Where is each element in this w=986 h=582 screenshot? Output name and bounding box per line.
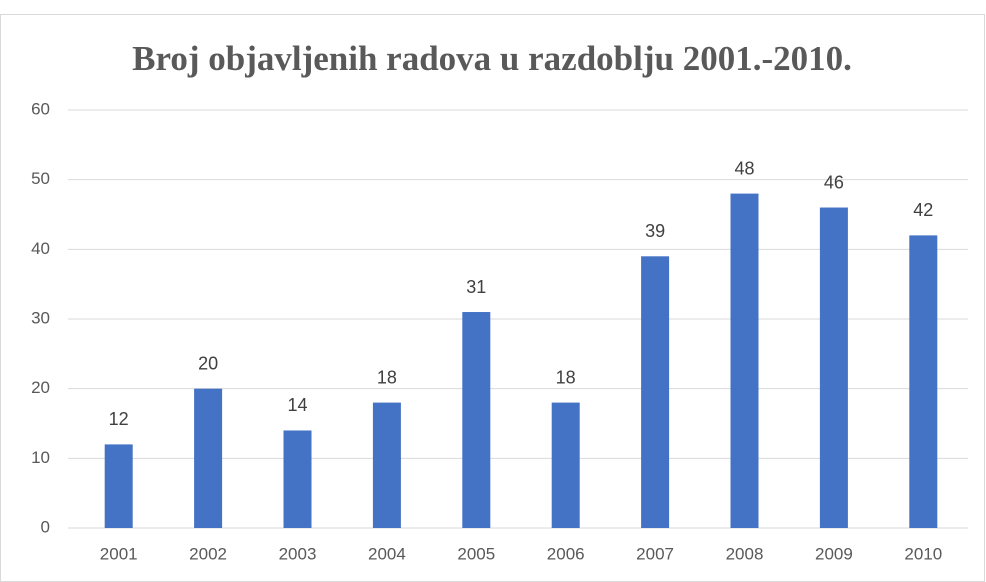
data-label: 18 [377, 367, 397, 387]
bar [104, 444, 133, 528]
x-tick-label: 2003 [279, 544, 317, 563]
bar [462, 312, 491, 528]
x-tick-label: 2008 [726, 544, 764, 563]
x-tick-label: 2009 [815, 544, 853, 563]
bar [194, 388, 223, 528]
x-tick-label: 2006 [547, 544, 585, 563]
data-label: 46 [824, 172, 844, 192]
data-label: 31 [466, 277, 486, 297]
x-tick-label: 2010 [904, 544, 942, 563]
x-tick-label: 2001 [100, 544, 138, 563]
data-label: 14 [287, 395, 307, 415]
bar [819, 207, 848, 529]
data-label: 42 [913, 200, 933, 220]
y-tick-label: 40 [31, 239, 50, 258]
data-label: 18 [556, 367, 576, 387]
bar [283, 430, 312, 528]
y-tick-label: 20 [31, 378, 50, 397]
data-label: 48 [734, 158, 754, 178]
y-tick-label: 30 [31, 308, 50, 327]
bar [641, 256, 670, 528]
chart-title: Broj objavljenih radova u razdoblju 2001… [132, 39, 852, 78]
data-label: 12 [109, 409, 129, 429]
data-label: 20 [198, 353, 218, 373]
x-tick-label: 2005 [457, 544, 495, 563]
x-tick-label: 2002 [189, 544, 227, 563]
data-label: 39 [645, 221, 665, 241]
y-tick-label: 10 [31, 448, 50, 467]
bar [730, 193, 759, 528]
y-tick-label: 60 [31, 99, 50, 118]
y-tick-label: 0 [41, 517, 50, 536]
x-tick-label: 2007 [636, 544, 674, 563]
x-tick-label: 2004 [368, 544, 406, 563]
y-tick-label: 50 [31, 169, 50, 188]
bar [551, 402, 580, 528]
bar [372, 402, 401, 528]
bar [909, 235, 938, 528]
